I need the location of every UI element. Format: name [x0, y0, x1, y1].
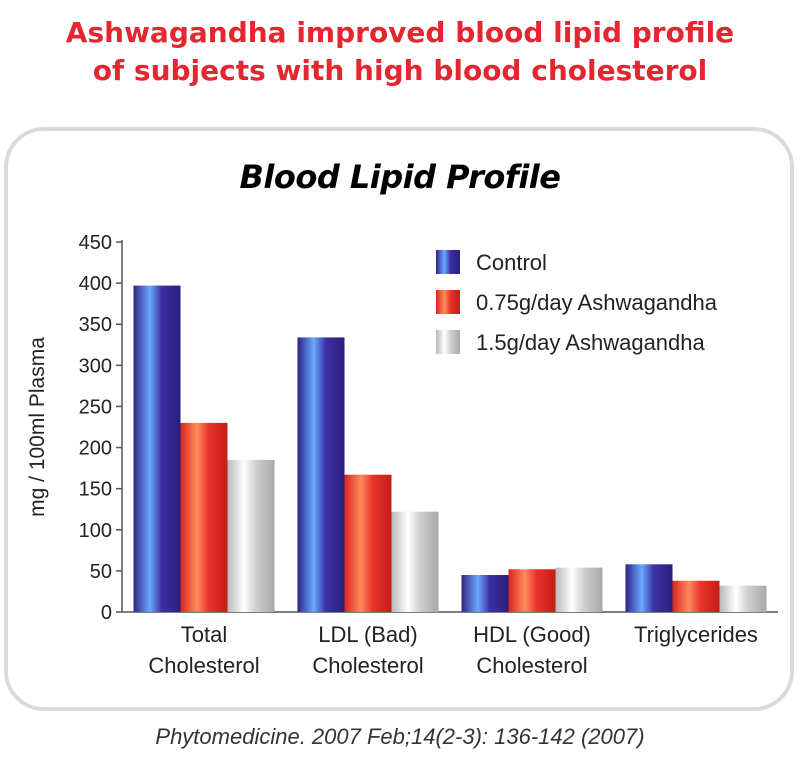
bar: [461, 575, 509, 612]
legend-swatch: [436, 250, 460, 274]
bar: [297, 337, 345, 612]
axes: 0 50 100 150 200 250 300 350 400 450 mg / 100ml Pl…: [26, 232, 778, 678]
x-tick-label: Total: [181, 622, 227, 647]
bar: [227, 459, 275, 612]
bar: [719, 585, 767, 612]
citation: Phytomedicine. 2007 Feb;14(2-3): 136-142…: [155, 724, 645, 749]
legend: Control 0.75g/day Ashwagandha 1.5g/day Ash…: [436, 250, 718, 355]
legend-label: 0.75g/day Ashwagandha: [476, 290, 718, 315]
x-tick-label: LDL (Bad): [318, 622, 417, 647]
headline: Ashwagandha improved blood lipid profile…: [0, 14, 800, 90]
bar: [672, 580, 720, 612]
headline-line-1: Ashwagandha improved blood lipid profile: [65, 16, 735, 49]
x-tick-label: Triglycerides: [634, 622, 758, 647]
y-tick-label: 200: [79, 438, 112, 460]
x-tick-label: Cholesterol: [476, 653, 587, 678]
y-tick-label: 0: [101, 602, 112, 624]
chart-title: Blood Lipid Profile: [239, 158, 561, 196]
y-tick-label: 100: [79, 520, 112, 542]
y-tick-label: 250: [79, 396, 112, 418]
legend-label: Control: [476, 250, 547, 275]
bars: [133, 285, 767, 612]
bar: [133, 285, 181, 612]
y-tick-label: 350: [79, 314, 112, 336]
bar: [625, 564, 673, 612]
bar: [391, 511, 439, 612]
legend-swatch: [436, 290, 460, 314]
x-tick-label: Cholesterol: [312, 653, 423, 678]
x-tick-label: HDL (Good): [473, 622, 591, 647]
y-tick-label: 400: [79, 273, 112, 295]
legend-label: 1.5g/day Ashwagandha: [476, 330, 706, 355]
y-tick-label: 150: [79, 479, 112, 501]
bar: [180, 422, 228, 612]
legend-swatch: [436, 330, 460, 354]
bar: [508, 569, 556, 612]
headline-line-2: of subjects with high blood cholesterol: [92, 54, 708, 87]
y-tick-label: 50: [90, 561, 112, 583]
bar: [555, 567, 603, 612]
y-axis-label: mg / 100ml Plasma: [26, 337, 49, 517]
y-tick-label: 300: [79, 355, 112, 377]
x-tick-label: Cholesterol: [148, 653, 259, 678]
bar: [344, 474, 392, 612]
y-tick-label: 450: [79, 232, 112, 254]
